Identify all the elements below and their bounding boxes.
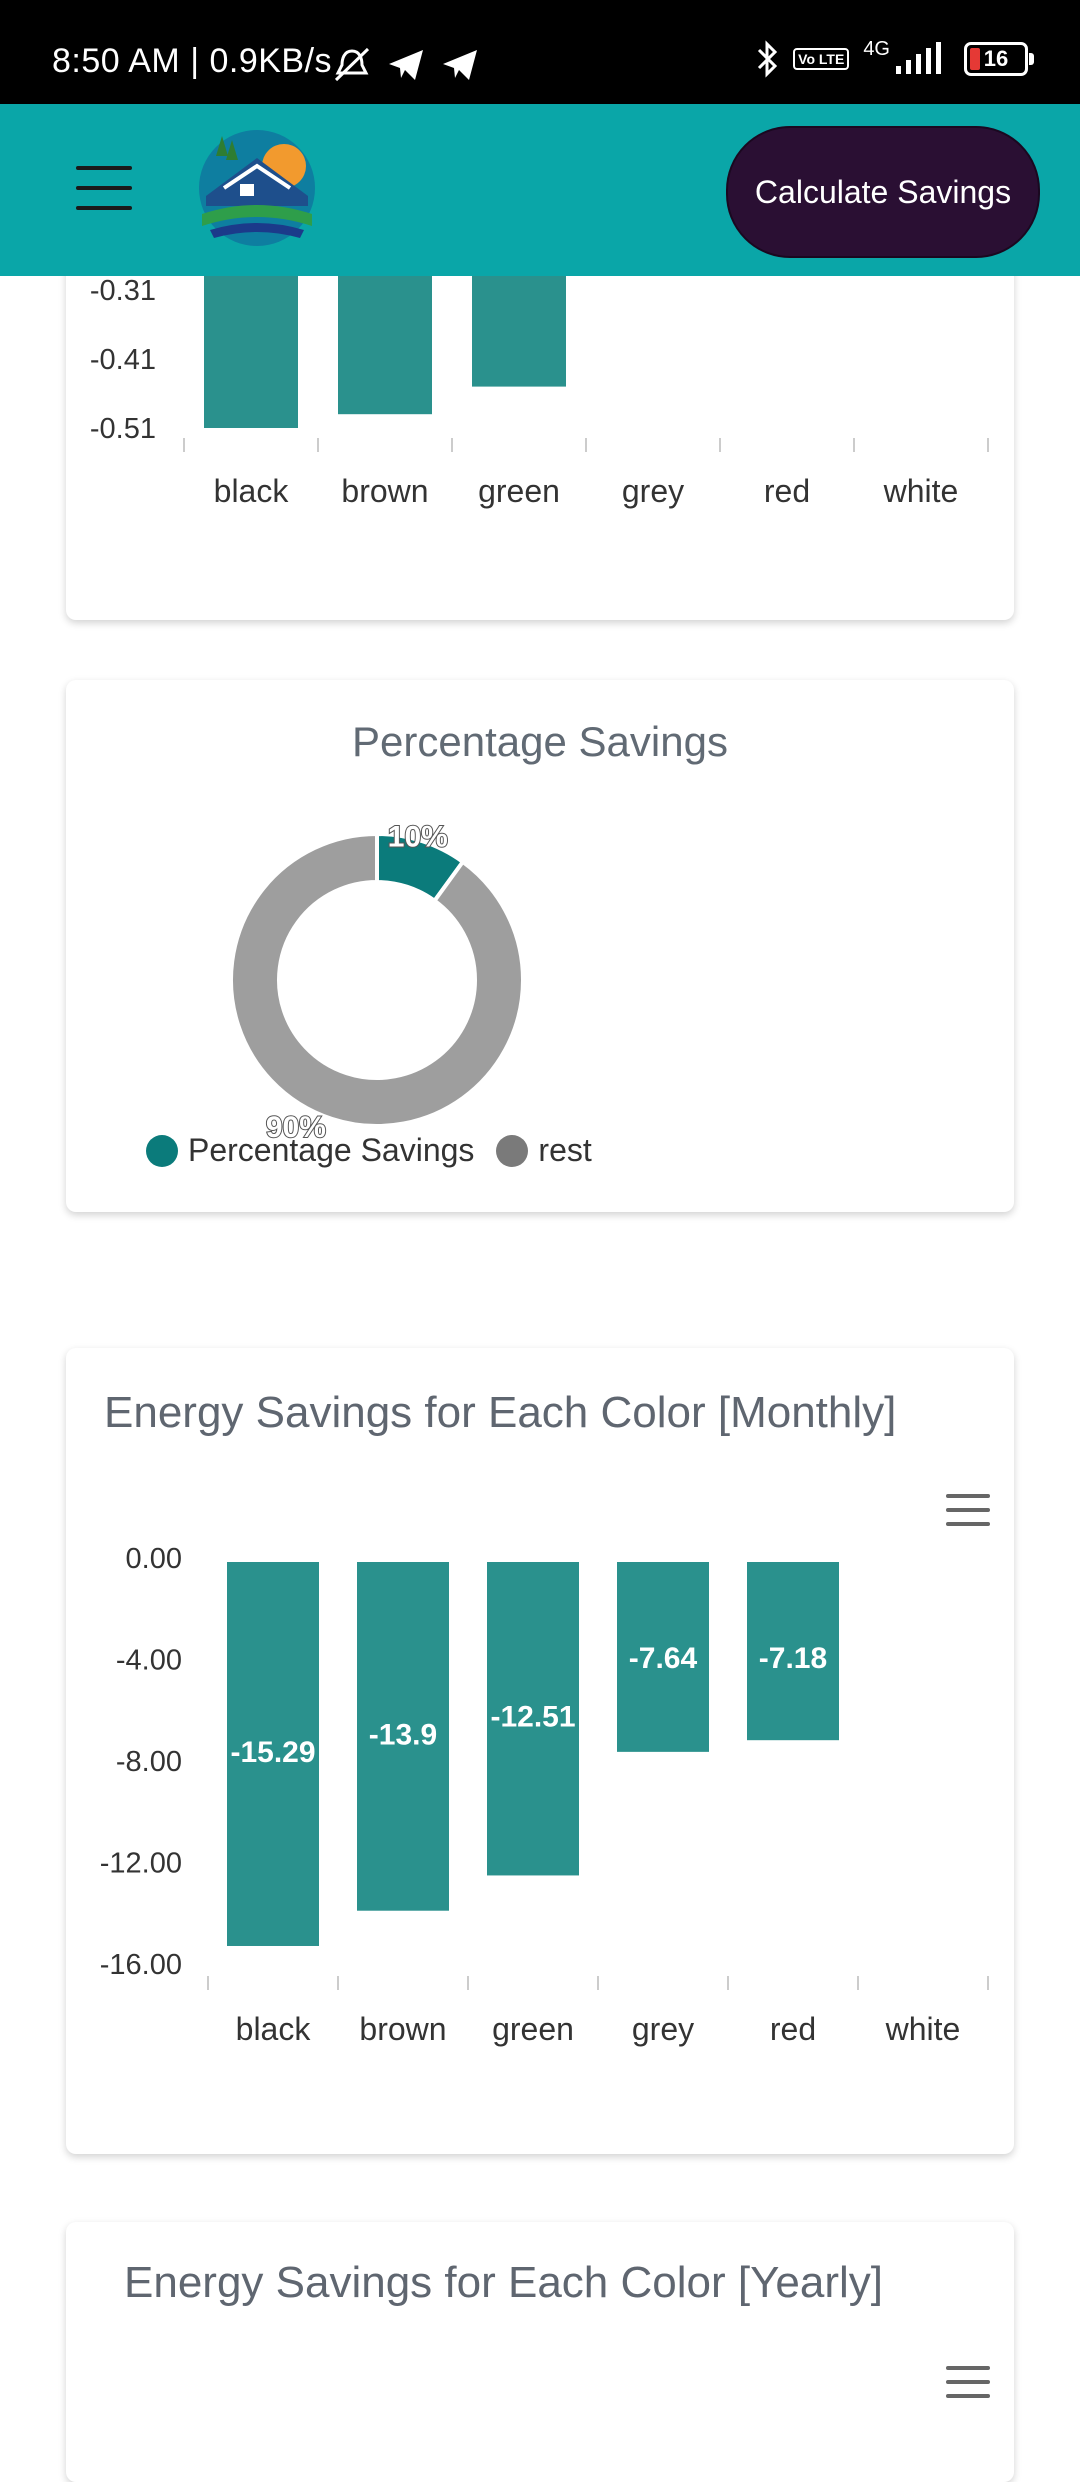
chart-menu-icon[interactable] — [946, 1494, 990, 1528]
percentage-savings-card: Percentage Savings 10% 90% Percentage Sav… — [66, 680, 1014, 1212]
data-label: 90% — [266, 1111, 326, 1144]
bluetooth-icon — [758, 40, 778, 78]
y-tick-label: -16.00 — [100, 1949, 182, 1981]
notification-icons — [332, 44, 479, 83]
bar-green — [487, 1562, 579, 1876]
x-category-label: grey — [632, 2011, 694, 2047]
bar-brown — [357, 1562, 449, 1911]
x-category-label: white — [883, 473, 959, 509]
x-category-label: grey — [622, 473, 684, 509]
chart-legend: Percentage Savings rest — [146, 1132, 592, 1169]
volte-icon: Vo LTE — [793, 48, 850, 70]
legend-item-rest[interactable]: rest — [496, 1132, 592, 1169]
x-category-label: brown — [359, 2011, 446, 2047]
y-tick-label: -0.51 — [90, 413, 156, 445]
data-label: -12.51 — [490, 1701, 575, 1734]
telegram-icon — [442, 50, 477, 81]
telegram-icon — [389, 50, 424, 81]
legend-item-percentage-savings[interactable]: Percentage Savings — [146, 1132, 474, 1169]
app-header: Calculate Savings — [0, 104, 1080, 276]
donut-slice-rest — [229, 831, 525, 1128]
monthly-bar-chart: 0.00 -4.00 -8.00 -12.00 -16.00 -15.29 black -13… — [100, 1543, 989, 2047]
signal-icon — [896, 42, 941, 74]
x-category-label: black — [236, 2011, 312, 2047]
y-tick-label: 0.00 — [126, 1543, 182, 1575]
data-label: -13.9 — [369, 1718, 437, 1751]
x-category-label: red — [764, 473, 810, 509]
y-tick-label: -12.00 — [100, 1848, 182, 1880]
y-tick-label: -8.00 — [116, 1746, 182, 1778]
legend-label: Percentage Savings — [188, 1132, 475, 1168]
data-label: -7.18 — [759, 1642, 827, 1675]
data-label: 10% — [388, 820, 448, 853]
yearly-savings-card: Energy Savings for Each Color [Yearly] — [66, 2222, 1014, 2482]
data-label: -15.29 — [230, 1736, 315, 1769]
x-category-label: green — [478, 473, 560, 509]
x-category-label: black — [214, 473, 290, 509]
legend-dot — [146, 1134, 178, 1167]
chart-card-partial: -0.31-0.41-0.51-0.51blackbrowngreengreyr… — [66, 216, 1014, 620]
status-bar: 8:50 AM | 0.9KB/s Vo LTE 4G 16 — [0, 0, 1080, 104]
bar-black — [227, 1562, 319, 1946]
legend-dot — [496, 1134, 529, 1167]
x-category-label: brown — [341, 473, 428, 509]
legend-label: rest — [538, 1132, 592, 1168]
network-type: 4G — [863, 37, 890, 60]
monthly-savings-card: Energy Savings for Each Color [Monthly] … — [66, 1348, 1014, 2154]
bar-grey — [617, 1562, 709, 1752]
chart-title: Percentage Savings — [352, 718, 728, 765]
y-tick-label: -0.41 — [90, 344, 156, 376]
donut-chart: 10% 90% — [229, 819, 525, 1145]
menu-icon[interactable] — [76, 166, 132, 210]
bar-red — [747, 1562, 839, 1741]
logo — [199, 130, 315, 246]
system-status-icons: Vo LTE 4G 16 — [755, 37, 1034, 78]
chart-title: Energy Savings for Each Color [Yearly] — [124, 2258, 883, 2307]
x-category-label: red — [770, 2011, 816, 2047]
x-category-label: white — [885, 2011, 961, 2047]
chart-title: Energy Savings for Each Color [Monthly] — [104, 1388, 897, 1437]
battery-icon: 16 — [964, 42, 1034, 76]
status-time: 8:50 AM | 0.9KB/s — [52, 42, 333, 80]
partial-bar-chart: -0.31-0.41-0.51-0.51blackbrowngreengreyr… — [90, 216, 989, 509]
y-tick-label: -0.31 — [90, 275, 156, 307]
data-label: -7.64 — [629, 1642, 698, 1675]
chart-menu-icon[interactable] — [946, 2366, 990, 2400]
mute-bell-icon — [334, 47, 370, 82]
calculate-savings-button[interactable]: Calculate Savings — [726, 126, 1040, 258]
y-tick-label: -4.00 — [116, 1645, 182, 1677]
x-category-label: green — [492, 2011, 574, 2047]
